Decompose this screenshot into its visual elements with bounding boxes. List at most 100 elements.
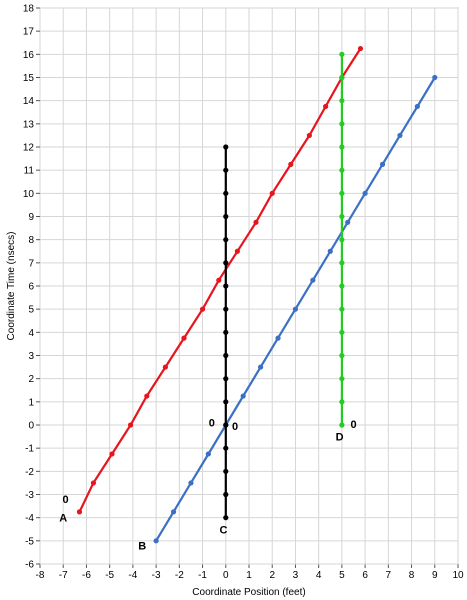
x-axis-title: Coordinate Position (feet): [192, 587, 305, 598]
data-point: [323, 103, 329, 110]
data-point: [379, 161, 386, 167]
data-point: [339, 74, 345, 81]
y-tick-label: -3: [25, 490, 34, 501]
data-point: [339, 98, 345, 104]
annotation-label: 0: [62, 494, 68, 506]
data-point: [292, 306, 299, 312]
data-point: [223, 329, 229, 335]
data-point: [223, 422, 229, 428]
data-point: [223, 260, 229, 266]
data-point: [223, 352, 229, 359]
data-point: [339, 167, 345, 173]
data-point: [153, 538, 159, 544]
x-tick-label: -5: [105, 570, 114, 581]
data-point: [339, 237, 345, 243]
x-tick-label: 0: [223, 570, 229, 581]
data-point: [269, 190, 275, 196]
data-point: [339, 352, 345, 359]
y-tick-label: 6: [28, 282, 34, 293]
data-point: [223, 376, 229, 382]
x-tick-label: 9: [432, 570, 438, 581]
data-point: [339, 121, 345, 127]
x-tick-label: -8: [36, 570, 45, 581]
data-point: [234, 248, 240, 254]
data-point: [223, 283, 229, 289]
data-point: [223, 190, 229, 196]
data-point: [339, 306, 345, 312]
y-tick-label: 18: [23, 4, 35, 15]
data-point: [339, 144, 345, 150]
x-tick-label: -3: [152, 570, 161, 581]
data-point: [339, 283, 345, 289]
data-point: [223, 468, 229, 474]
y-tick-label: -2: [25, 467, 34, 478]
y-tick-label: 1: [28, 397, 34, 408]
y-tick-label: 15: [23, 73, 35, 84]
x-tick-label: 3: [293, 570, 299, 581]
data-point: [362, 190, 368, 196]
data-point: [339, 376, 345, 382]
x-tick-label: -2: [175, 570, 184, 581]
data-point: [345, 219, 351, 225]
data-point: [339, 329, 345, 335]
annotation-label: B: [138, 540, 146, 552]
y-tick-label: 4: [28, 328, 34, 339]
y-tick-label: 2: [28, 374, 34, 385]
data-point: [306, 132, 312, 139]
series-A: [76, 45, 364, 515]
data-point: [223, 515, 229, 521]
annotation-label: D: [336, 432, 344, 444]
y-tick-label: 13: [23, 119, 35, 130]
data-point: [339, 51, 345, 57]
data-point: [339, 260, 345, 266]
data-point: [199, 306, 206, 312]
x-tick-label: -1: [198, 570, 207, 581]
y-tick-label: 3: [28, 351, 34, 362]
y-tick-label: 12: [23, 143, 35, 154]
grid: [36, 7, 459, 568]
data-point: [310, 277, 316, 283]
x-tick-label: 4: [316, 570, 322, 581]
annotation-label: C: [219, 524, 227, 536]
y-tick-label: 8: [28, 235, 34, 246]
data-point: [223, 144, 229, 150]
y-tick-label: -4: [25, 513, 34, 524]
data-point: [253, 219, 259, 225]
series-C: [223, 144, 229, 521]
data-point: [397, 132, 403, 139]
y-tick-label: 9: [28, 212, 34, 223]
data-point: [414, 103, 420, 110]
annotation-label: 0: [209, 418, 215, 430]
data-point: [339, 422, 345, 428]
data-point: [223, 399, 229, 405]
x-tick-label: -4: [128, 570, 137, 581]
data-point: [432, 74, 438, 81]
y-tick-label: 5: [28, 305, 34, 316]
y-tick-label: 7: [28, 258, 34, 269]
y-tick-label: -6: [25, 560, 34, 571]
data-point: [223, 213, 229, 220]
data-point: [223, 306, 229, 312]
annotation-label: A: [59, 513, 67, 525]
data-point: [90, 480, 97, 486]
x-tick-label: 7: [386, 570, 392, 581]
y-tick-label: -5: [25, 536, 34, 547]
y-axis-title: Coordinate Time (nsecs): [6, 232, 17, 341]
data-point: [223, 237, 229, 243]
data-point: [181, 335, 187, 341]
data-point: [357, 45, 364, 52]
data-point: [109, 451, 115, 457]
y-tick-label: 14: [23, 96, 35, 107]
annotation-label: 0: [350, 419, 356, 431]
data-point: [223, 445, 229, 451]
x-tick-label: 5: [339, 570, 345, 581]
data-point: [188, 480, 194, 486]
data-point: [162, 364, 168, 370]
data-point: [223, 167, 229, 173]
x-tick-label: -7: [59, 570, 68, 581]
y-tick-label: 0: [28, 421, 34, 432]
x-tick-label: 2: [269, 570, 275, 581]
x-tick-label: 6: [362, 570, 368, 581]
